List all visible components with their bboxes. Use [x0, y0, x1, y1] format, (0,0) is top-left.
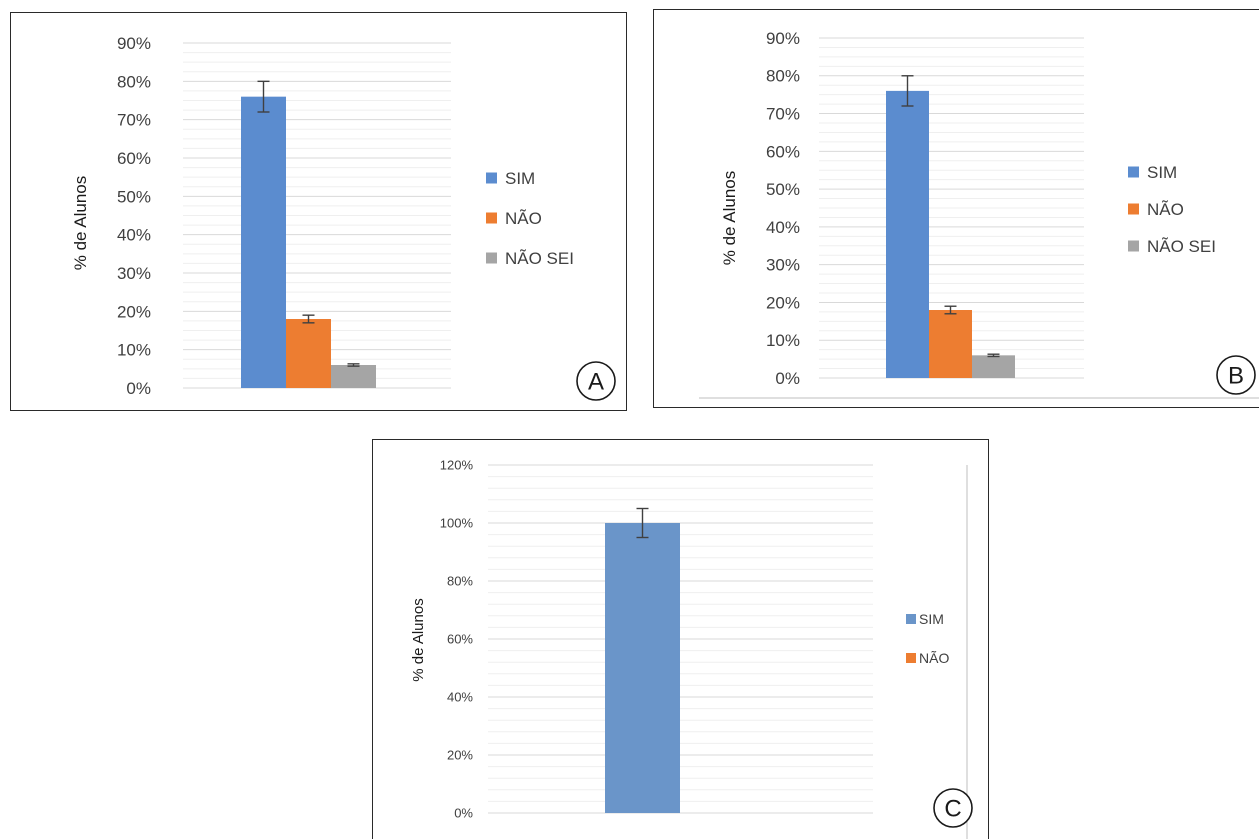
y-tick-label: 40%	[766, 218, 800, 237]
bar-n-o	[286, 319, 331, 388]
error-bar-sim	[257, 80, 270, 113]
panel-label-circle	[1216, 355, 1256, 395]
y-tick-label: 60%	[766, 142, 800, 161]
error-bar-n-o	[302, 314, 315, 324]
bar-sim	[886, 90, 929, 378]
bar-sim	[605, 523, 680, 813]
bar-n-o-sei	[972, 355, 1015, 378]
panel-label-circle	[576, 361, 616, 401]
chart-svg-b: 0% 10% 20% 30% 40% 50% 60% 70% 80% 90% % de Alunos…	[699, 29, 1259, 399]
y-tick-label: 80%	[766, 67, 800, 86]
y-tick-label: 40%	[447, 690, 473, 705]
y-tick-label: 60%	[447, 632, 473, 647]
legend-label-n-o: NÃO	[505, 209, 542, 228]
legend-label-sim: SIM	[1147, 163, 1177, 182]
y-axis-label: % de Alunos	[410, 598, 427, 681]
legend-label-n-o-sei: NÃO SEI	[505, 249, 574, 268]
chart-panel-a: 0% 10% 20% 30% 40% 50% 60% 70% 80% 90% % de Alunos…	[10, 12, 627, 411]
legend-label-sim: SIM	[919, 611, 944, 627]
y-tick-label: 80%	[117, 72, 151, 91]
bar-n-o	[929, 310, 972, 378]
y-tick-label: 10%	[766, 331, 800, 350]
y-tick-label: 30%	[117, 264, 151, 283]
legend-label-n-o-sei: NÃO SEI	[1147, 237, 1216, 256]
y-tick-label: 90%	[117, 34, 151, 53]
panel-label-circle	[933, 788, 973, 828]
y-tick-label: 0%	[126, 379, 151, 398]
y-axis-label: % de Alunos	[71, 176, 90, 271]
chart-svg-c: 0% 20% 40% 60% 80% 100% 120% % de Alunos SIM NÃO C	[410, 458, 973, 839]
legend-label-n-o: NÃO	[1147, 200, 1184, 219]
chart-panel-c: 0% 20% 40% 60% 80% 100% 120% % de Alunos SIM NÃO C	[372, 439, 989, 839]
legend-swatch-sim	[486, 172, 497, 184]
y-axis-label: % de Alunos	[720, 171, 739, 266]
legend-swatch-n-o-sei	[1128, 240, 1139, 252]
legend-label-n-o: NÃO	[919, 650, 949, 666]
y-tick-label: 90%	[766, 29, 800, 48]
legend-swatch-sim	[906, 614, 916, 624]
y-tick-label: 40%	[117, 226, 151, 245]
y-tick-label: 30%	[766, 256, 800, 275]
y-tick-label: 20%	[117, 302, 151, 321]
y-tick-label: 70%	[117, 111, 151, 130]
y-tick-label: 120%	[440, 458, 474, 473]
y-tick-label: 10%	[117, 341, 151, 360]
legend-swatch-n-o	[906, 653, 916, 663]
y-tick-label: 50%	[117, 187, 151, 206]
y-tick-label: 0%	[775, 369, 800, 388]
chart-svg-a: 0% 10% 20% 30% 40% 50% 60% 70% 80% 90% % de Alunos…	[71, 34, 616, 401]
panel-label: A	[588, 369, 604, 396]
panel-label: C	[944, 796, 961, 823]
y-tick-label: 20%	[766, 293, 800, 312]
y-tick-label: 50%	[766, 180, 800, 199]
y-tick-label: 20%	[447, 748, 473, 763]
chart-panel-b: 0% 10% 20% 30% 40% 50% 60% 70% 80% 90% % de Alunos…	[653, 9, 1259, 408]
legend-swatch-n-o	[486, 212, 497, 224]
error-bar-n-o	[944, 305, 957, 315]
legend-swatch-n-o	[1128, 203, 1139, 215]
bar-n-o-sei	[331, 365, 376, 388]
legend-swatch-sim	[1128, 166, 1139, 178]
y-tick-label: 0%	[454, 806, 473, 821]
bar-sim	[241, 96, 286, 389]
error-bar-n-o-sei	[987, 353, 1000, 358]
panel-label: B	[1228, 363, 1244, 390]
error-bar-n-o-sei	[347, 363, 360, 367]
legend-swatch-n-o-sei	[486, 252, 497, 264]
y-tick-label: 70%	[766, 105, 800, 124]
error-bar-sim	[901, 75, 914, 107]
y-tick-label: 100%	[440, 516, 474, 531]
y-tick-label: 60%	[117, 149, 151, 168]
y-tick-label: 80%	[447, 574, 473, 589]
legend-label-sim: SIM	[505, 169, 535, 188]
error-bar-sim	[636, 507, 649, 539]
